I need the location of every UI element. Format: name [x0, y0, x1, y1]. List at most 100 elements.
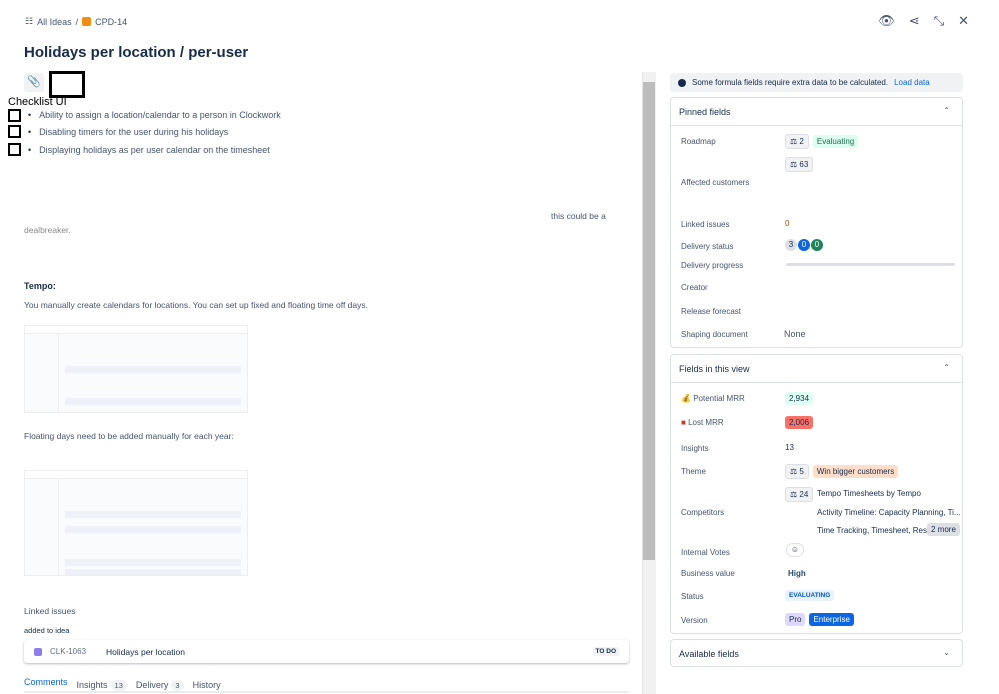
- attachment-button[interactable]: 📎: [24, 73, 44, 92]
- chevron-up-icon[interactable]: ⌃: [943, 363, 950, 372]
- roadmap-value[interactable]: ⚖ 2 Evaluating: [785, 134, 859, 149]
- breadcrumb: ☷ All Ideas / CPD-14: [25, 16, 127, 27]
- scale-icon: ⚖: [790, 137, 798, 146]
- list-item: Ability to assign a location/calendar to…: [28, 110, 281, 120]
- checkbox[interactable]: [8, 143, 21, 156]
- checkbox[interactable]: [8, 109, 21, 122]
- breadcrumb-key[interactable]: CPD-14: [95, 16, 128, 27]
- checklist-title: Checklist UI: [8, 96, 67, 108]
- field-label: Insights: [681, 444, 709, 453]
- field-label: Shaping document: [681, 330, 748, 339]
- vote-button[interactable]: ☺: [786, 543, 804, 557]
- competitor-item[interactable]: Activity Timeline: Capacity Planning, Ti…: [817, 508, 961, 517]
- status-dot-inprogress: 0: [798, 239, 810, 251]
- linked-issue-row[interactable]: CLK-1063 Holidays per location TO DO: [24, 640, 629, 663]
- info-icon: [678, 78, 686, 87]
- issue-title[interactable]: Holidays per location: [106, 646, 185, 657]
- available-fields-card[interactable]: Available fields ⌄: [670, 639, 963, 667]
- available-fields-header[interactable]: Available fields ⌄: [671, 640, 962, 668]
- count: 24: [799, 490, 809, 499]
- theme-badge: Win bigger customers: [812, 465, 899, 478]
- text-fragment: this could be a: [551, 211, 606, 221]
- version-badge[interactable]: Enterprise: [809, 613, 854, 626]
- tab-label: Comments: [24, 677, 68, 687]
- label-text: Lost MRR: [688, 418, 724, 427]
- field-label: Release forecast: [681, 307, 742, 316]
- competitor-item[interactable]: Tempo Timesheets by Tempo: [817, 489, 921, 498]
- tab-count: 3: [171, 679, 184, 691]
- tab-history[interactable]: History: [193, 677, 221, 693]
- scale-icon: ⚖: [790, 160, 798, 169]
- field-label: Internal Votes: [681, 548, 730, 557]
- field-label: Roadmap: [681, 137, 716, 146]
- fields-view-card: Fields in this view ⌃: [670, 354, 963, 634]
- status-lozenge[interactable]: EVALUATING: [785, 590, 835, 601]
- breadcrumb-separator: /: [75, 16, 79, 27]
- paperclip-icon: 📎: [27, 76, 41, 88]
- text-fragment: dealbreaker.: [24, 225, 71, 235]
- linked-issues-value: 0: [785, 219, 790, 228]
- formula-banner: Some formula fields require extra data t…: [670, 73, 963, 92]
- field-label: Affected customers: [681, 178, 750, 187]
- load-data-link[interactable]: Load data: [894, 78, 930, 87]
- potential-mrr-value[interactable]: 2,934: [785, 392, 814, 405]
- more-competitors-button[interactable]: 2 more: [927, 523, 960, 536]
- shaping-value[interactable]: None: [784, 329, 806, 339]
- status-dot-todo: 3: [785, 239, 797, 251]
- checkbox[interactable]: [8, 125, 21, 138]
- field-label: Version: [681, 616, 708, 625]
- count: 2: [799, 137, 804, 146]
- siren-icon: ■: [681, 418, 686, 427]
- business-value[interactable]: High: [788, 569, 806, 578]
- screenshot-image[interactable]: [24, 470, 248, 576]
- competitors-count[interactable]: ⚖ 24: [785, 487, 814, 502]
- placeholder-box: [49, 71, 85, 98]
- insights-value: 13: [785, 443, 794, 452]
- field-label: Delivery progress: [681, 261, 744, 270]
- field-label: Linked issues: [681, 220, 730, 229]
- issue-key[interactable]: CLK-1063: [50, 647, 87, 656]
- field-label: Theme: [681, 467, 706, 476]
- tab-delivery[interactable]: Delivery 3: [136, 677, 184, 693]
- card-title: Available fields: [679, 649, 739, 659]
- count: 5: [799, 467, 804, 476]
- scale-icon: ⚖: [790, 467, 798, 476]
- linked-issues-subtitle: added to idea: [24, 626, 70, 635]
- close-icon[interactable]: ✕: [958, 13, 969, 28]
- lost-mrr-value[interactable]: 2,006: [785, 416, 814, 429]
- eye-icon[interactable]: 👁: [878, 13, 895, 28]
- status-badge: TO DO: [592, 647, 619, 656]
- breadcrumb-all-ideas[interactable]: All Ideas: [37, 16, 72, 27]
- share-icon[interactable]: ⋖: [908, 13, 920, 28]
- card-title: Fields in this view: [679, 364, 750, 374]
- delivery-status[interactable]: 3 0 0: [785, 239, 823, 251]
- pinned-fields-header[interactable]: Pinned fields ⌃: [671, 98, 962, 126]
- collapse-icon[interactable]: ⤡: [933, 13, 945, 28]
- field-label: 💰 Potential MRR: [681, 394, 745, 403]
- tabs-divider: [24, 691, 629, 693]
- affected-count[interactable]: ⚖ 63: [785, 157, 814, 172]
- theme-value[interactable]: ⚖ 5 Win bigger customers: [785, 464, 899, 479]
- scrollbar-thumb[interactable]: [643, 82, 655, 560]
- screenshot-image[interactable]: [24, 325, 248, 413]
- roadmap-badge: Evaluating: [812, 135, 859, 148]
- header-actions: 👁 ⋖ ⤡ ✕: [878, 13, 969, 29]
- list-icon: ☷: [25, 16, 34, 26]
- scale-icon: ⚖: [790, 490, 798, 499]
- version-badge[interactable]: Pro: [785, 613, 806, 626]
- tab-insights[interactable]: Insights 13: [77, 677, 127, 693]
- field-label: Delivery status: [681, 242, 734, 251]
- label-text: Potential MRR: [693, 394, 745, 403]
- banner-text: Some formula fields require extra data t…: [692, 78, 889, 87]
- card-title: Pinned fields: [679, 107, 731, 117]
- chevron-down-icon[interactable]: ⌄: [943, 648, 950, 657]
- tab-label: Insights: [76, 680, 108, 690]
- competitor-item[interactable]: Time Tracking, Timesheet, Resou: [817, 526, 927, 535]
- fields-view-header[interactable]: Fields in this view ⌃: [671, 355, 962, 383]
- chevron-up-icon[interactable]: ⌃: [943, 106, 950, 115]
- field-label: ■ Lost MRR: [681, 418, 724, 427]
- count: 63: [799, 160, 809, 169]
- linked-issues-title: Linked issues: [24, 606, 76, 616]
- field-label: Creator: [681, 283, 708, 292]
- status-dot-done: 0: [811, 239, 823, 251]
